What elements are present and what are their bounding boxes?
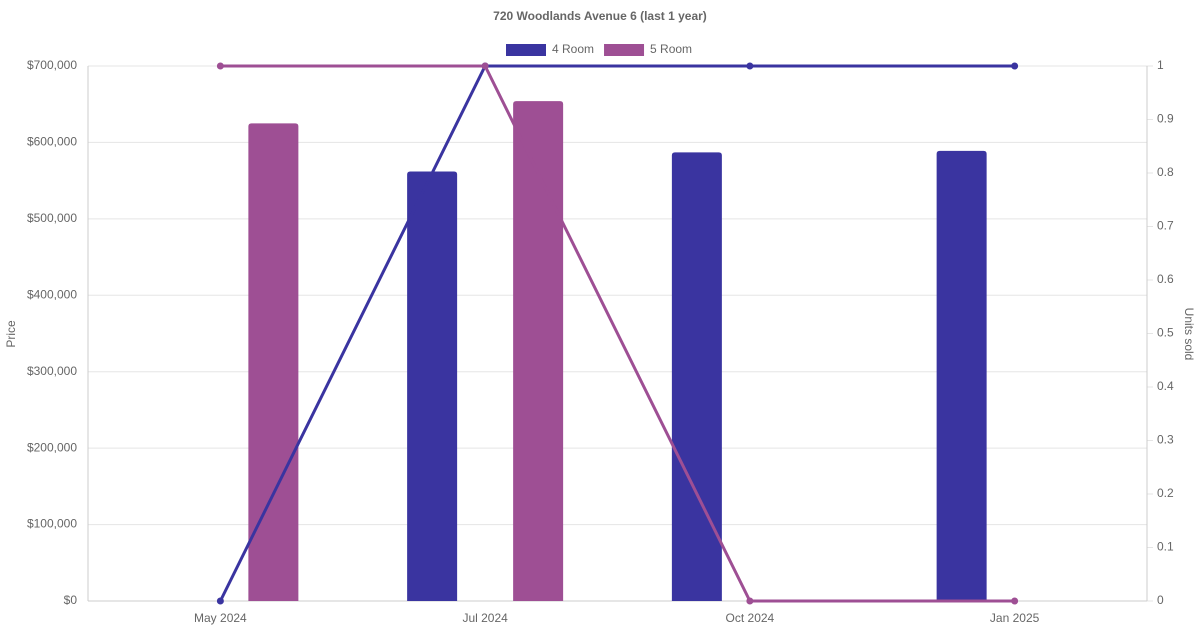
y-tick-label: $500,000 xyxy=(27,211,77,225)
bar xyxy=(936,150,987,602)
point xyxy=(746,597,754,605)
y2-tick-label: 0.2 xyxy=(1157,486,1174,500)
y-tick-label: $0 xyxy=(64,593,78,607)
bar xyxy=(248,123,299,602)
line xyxy=(219,64,1015,602)
bar xyxy=(671,152,722,601)
y-axis-label: Price xyxy=(4,320,18,348)
legend-label: 4 Room xyxy=(552,42,594,56)
chart-title: 720 Woodlands Avenue 6 (last 1 year) xyxy=(493,9,707,23)
y2-tick-label: 0 xyxy=(1157,593,1164,607)
y-tick-label: $700,000 xyxy=(27,58,77,72)
bar xyxy=(513,101,564,602)
y-tick-label: $600,000 xyxy=(27,135,77,149)
y2-tick-label: 0.7 xyxy=(1157,219,1174,233)
y2-tick-label: 0.9 xyxy=(1157,112,1174,126)
point xyxy=(216,597,224,605)
point xyxy=(746,62,754,70)
point xyxy=(1011,62,1019,70)
y-tick-label: $300,000 xyxy=(27,364,77,378)
y-tick-label: $200,000 xyxy=(27,440,77,454)
y2-tick-label: 0.6 xyxy=(1157,272,1174,286)
y2-tick-label: 0.3 xyxy=(1157,433,1174,447)
bar xyxy=(407,171,458,601)
point xyxy=(1011,597,1019,605)
y2-tick-label: 0.1 xyxy=(1157,540,1174,554)
y-tick-label: $400,000 xyxy=(27,287,77,301)
y2-axis-label: Units sold xyxy=(1182,308,1196,361)
line xyxy=(220,64,1015,603)
point xyxy=(481,62,489,70)
y2-tick-label: 0.8 xyxy=(1157,165,1174,179)
y-tick-label: $100,000 xyxy=(27,517,77,531)
x-tick-label: Jul 2024 xyxy=(462,611,508,625)
y2-tick-label: 0.5 xyxy=(1157,326,1174,340)
legend-label: 5 Room xyxy=(650,42,692,56)
x-tick-label: Jan 2025 xyxy=(990,611,1040,625)
y2-tick-label: 0.4 xyxy=(1157,379,1174,393)
point xyxy=(216,62,224,70)
x-tick-label: Oct 2024 xyxy=(726,611,775,625)
y2-tick-label: 1 xyxy=(1157,58,1164,72)
x-tick-label: May 2024 xyxy=(194,611,247,625)
legend-swatch xyxy=(604,44,645,56)
legend-swatch xyxy=(506,44,546,56)
